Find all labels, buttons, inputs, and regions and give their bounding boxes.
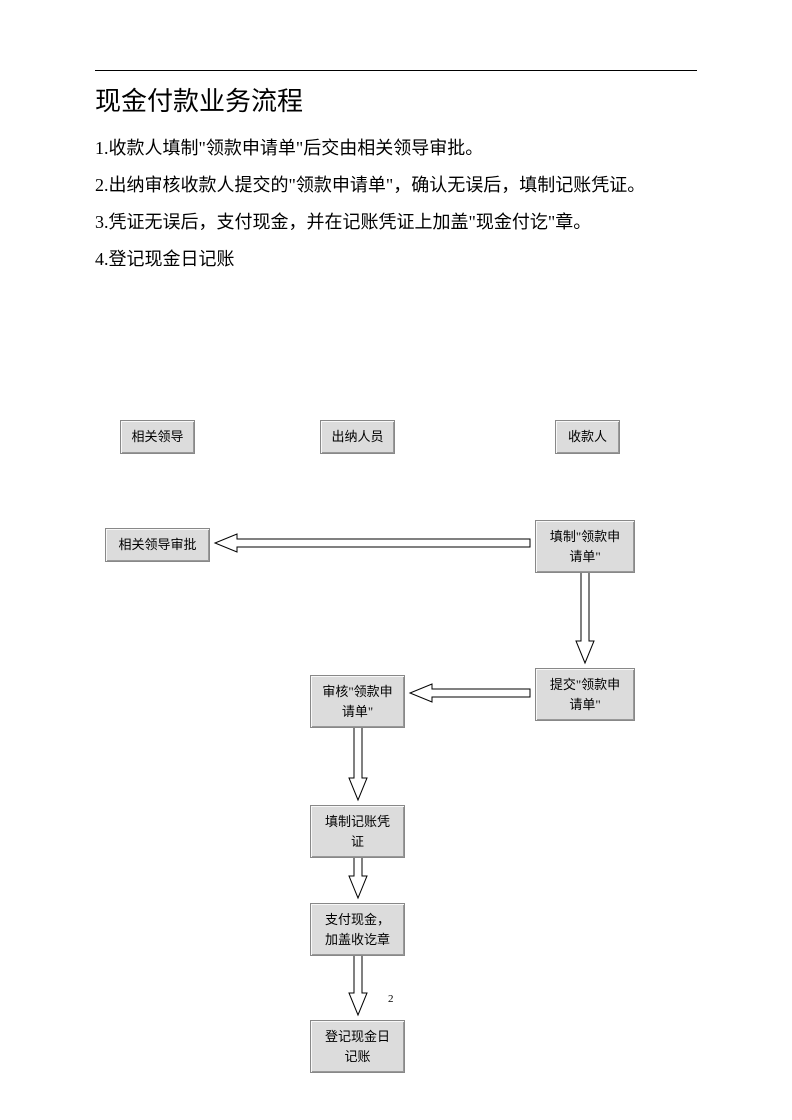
flowchart-node: 提交"领款申请单" (535, 668, 635, 721)
paragraph-3: 3.凭证无误后，支付现金，并在记账凭证上加盖"现金付讫"章。 (95, 204, 697, 241)
flowchart-node: 填制记账凭证 (310, 805, 405, 858)
flowchart-header: 收款人 (555, 420, 620, 454)
flowchart-node: 支付现金，加盖收讫章 (310, 903, 405, 956)
page-number: 2 (388, 993, 394, 1005)
flowchart-node: 审核"领款申请单" (310, 675, 405, 728)
paragraph-2: 2.出纳审核收款人提交的"领款申请单"，确认无误后，填制记账凭证。 (95, 167, 697, 204)
flowchart-header: 出纳人员 (320, 420, 395, 454)
flowchart-header: 相关领导 (120, 420, 195, 454)
flowchart-container: 相关领导 出纳人员 收款人相关领导审批 填制"领款申请单" 提交"领款申请单" 审核"领款… (0, 420, 792, 1120)
flowchart-node: 填制"领款申请单" (535, 520, 635, 573)
paragraph-1: 1.收款人填制"领款申请单"后交由相关领导审批。 (95, 130, 697, 167)
page-title: 现金付款业务流程 (95, 81, 697, 118)
flowchart-arrows (0, 420, 792, 1120)
flowchart-node: 登记现金日记账 (310, 1020, 405, 1073)
flowchart-node: 相关领导审批 (105, 528, 210, 562)
top-rule (95, 70, 697, 71)
paragraph-4: 4.登记现金日记账 (95, 241, 697, 278)
